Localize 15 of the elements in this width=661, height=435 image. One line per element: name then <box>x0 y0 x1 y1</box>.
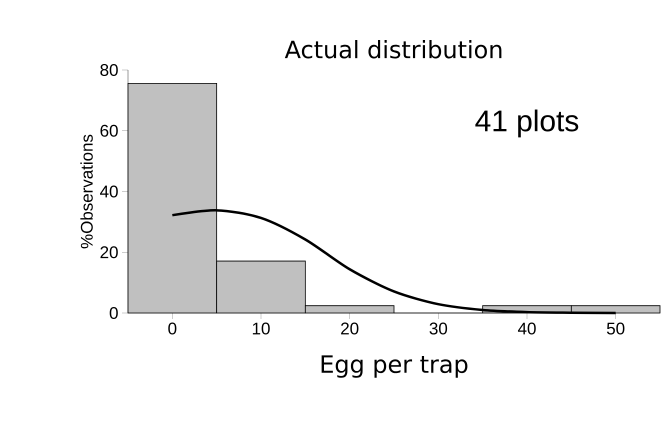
x-tick-label: 20 <box>341 322 358 335</box>
x-axis-title: Egg per trap <box>322 355 468 378</box>
x-tick-label: 40 <box>518 322 536 335</box>
chart-title: Actual distribution <box>284 40 502 59</box>
y-tick-label: 0 <box>110 307 118 320</box>
y-tick-label: 60 <box>100 124 118 137</box>
y-tick-label: 20 <box>100 246 118 258</box>
x-tick-label: 10 <box>252 322 270 335</box>
y-tick-label: 80 <box>100 64 118 76</box>
y-tick-label: 40 <box>100 186 118 198</box>
annotation: 41 plots <box>475 110 578 138</box>
x-tick-label: 30 <box>430 322 448 335</box>
y-axis-title: %Observations <box>80 134 93 248</box>
x-tick-label: 50 <box>606 322 624 335</box>
x-tick-label: 0 <box>168 322 176 335</box>
